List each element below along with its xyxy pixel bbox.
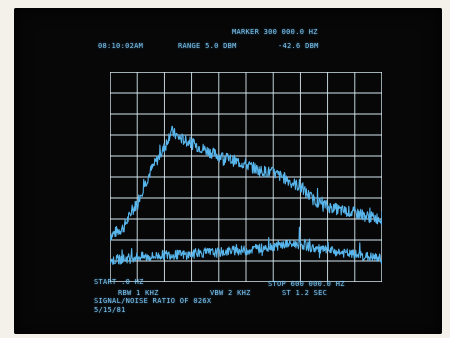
plot-date: 5/15/81: [94, 306, 126, 314]
start-frequency: START .0 HZ: [94, 278, 144, 286]
spectrum-plot: [110, 72, 382, 282]
marker-level-readout: -42.6 DBM: [278, 42, 319, 50]
range-readout: RANGE 5.0 DBM: [178, 42, 237, 50]
stop-frequency: STOP 600 000.0 HZ: [268, 280, 345, 288]
time-readout: 08:10:02AM: [98, 42, 144, 50]
noise-trace: [110, 226, 382, 266]
rbw-readout: RBW 1 KHZ: [118, 289, 159, 297]
traces: [110, 125, 382, 266]
graticule: [110, 72, 382, 282]
marker-frequency-readout: MARKER 300 000.0 HZ: [232, 28, 318, 36]
signal-trace: [110, 125, 382, 241]
spectrum-display: [110, 72, 382, 282]
vbw-readout: VBW 2 KHZ: [210, 289, 251, 297]
sweep-time-readout: ST 1.2 SEC: [282, 289, 328, 297]
plot-title: SIGNAL/NOISE RATIO OF 026X: [94, 297, 212, 305]
crt-screen: MARKER 300 000.0 HZ 08:10:02AM RANGE 5.0…: [14, 8, 442, 334]
